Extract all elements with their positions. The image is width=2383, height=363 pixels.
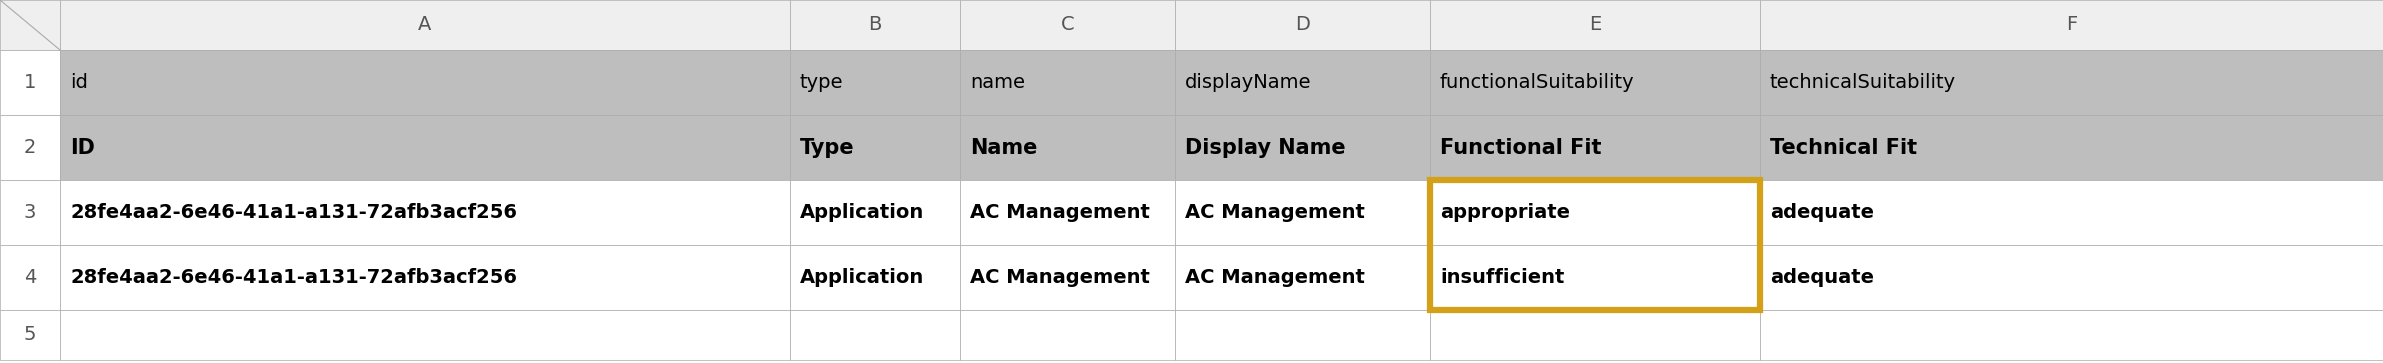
Bar — [791, 245, 960, 310]
Bar — [1761, 50, 2383, 115]
Bar — [1761, 245, 2383, 310]
Bar — [1175, 0, 1430, 50]
Bar — [1761, 310, 2383, 360]
Bar — [791, 115, 960, 180]
Text: D: D — [1294, 16, 1311, 34]
Text: AC Management: AC Management — [970, 203, 1151, 222]
Text: insufficient: insufficient — [1439, 268, 1563, 287]
Bar — [1175, 180, 1430, 245]
Text: id: id — [69, 73, 88, 92]
Text: E: E — [1589, 16, 1601, 34]
Bar — [1430, 310, 1761, 360]
Text: Name: Name — [970, 138, 1037, 158]
Bar — [1761, 115, 2383, 180]
Text: Type: Type — [801, 138, 855, 158]
Bar — [0, 310, 60, 360]
Text: Functional Fit: Functional Fit — [1439, 138, 1601, 158]
Text: technicalSuitability: technicalSuitability — [1771, 73, 1956, 92]
Text: 5: 5 — [24, 326, 36, 344]
Bar — [1761, 180, 2383, 245]
Text: 2: 2 — [24, 138, 36, 157]
Text: name: name — [970, 73, 1025, 92]
Bar — [1175, 50, 1430, 115]
Text: type: type — [801, 73, 844, 92]
Bar — [791, 180, 960, 245]
Bar — [960, 50, 1175, 115]
Text: displayName: displayName — [1184, 73, 1311, 92]
Text: AC Management: AC Management — [1184, 268, 1365, 287]
Text: ID: ID — [69, 138, 95, 158]
Bar — [0, 180, 60, 245]
Text: Display Name: Display Name — [1184, 138, 1346, 158]
Bar — [1430, 180, 1761, 245]
Text: 28fe4aa2-6e46-41a1-a131-72afb3acf256: 28fe4aa2-6e46-41a1-a131-72afb3acf256 — [69, 203, 517, 222]
Text: functionalSuitability: functionalSuitability — [1439, 73, 1635, 92]
Text: 3: 3 — [24, 203, 36, 222]
Bar — [60, 50, 791, 115]
Bar — [960, 310, 1175, 360]
Bar — [0, 0, 60, 50]
Bar — [960, 0, 1175, 50]
Bar — [791, 310, 960, 360]
Bar — [1761, 0, 2383, 50]
Bar — [791, 50, 960, 115]
Bar — [60, 180, 791, 245]
Bar — [1430, 0, 1761, 50]
Text: Application: Application — [801, 268, 925, 287]
Text: adequate: adequate — [1771, 268, 1873, 287]
Text: 4: 4 — [24, 268, 36, 287]
Bar — [60, 115, 791, 180]
Bar — [1430, 50, 1761, 115]
Text: B: B — [867, 16, 882, 34]
Bar — [60, 245, 791, 310]
Bar — [960, 245, 1175, 310]
Text: appropriate: appropriate — [1439, 203, 1570, 222]
Bar — [1430, 180, 1761, 310]
Bar — [60, 0, 791, 50]
Bar — [1430, 245, 1761, 310]
Text: AC Management: AC Management — [970, 268, 1151, 287]
Text: 1: 1 — [24, 73, 36, 92]
Bar — [60, 310, 791, 360]
Bar — [1175, 115, 1430, 180]
Text: C: C — [1060, 16, 1075, 34]
Text: A: A — [419, 16, 431, 34]
Text: adequate: adequate — [1771, 203, 1873, 222]
Bar — [0, 115, 60, 180]
Text: F: F — [2066, 16, 2078, 34]
Text: 28fe4aa2-6e46-41a1-a131-72afb3acf256: 28fe4aa2-6e46-41a1-a131-72afb3acf256 — [69, 268, 517, 287]
Bar — [960, 180, 1175, 245]
Bar — [960, 115, 1175, 180]
Bar — [1430, 115, 1761, 180]
Bar — [1175, 310, 1430, 360]
Bar — [0, 50, 60, 115]
Bar — [0, 245, 60, 310]
Text: Technical Fit: Technical Fit — [1771, 138, 1918, 158]
Bar — [791, 0, 960, 50]
Text: AC Management: AC Management — [1184, 203, 1365, 222]
Bar — [1175, 245, 1430, 310]
Text: Application: Application — [801, 203, 925, 222]
